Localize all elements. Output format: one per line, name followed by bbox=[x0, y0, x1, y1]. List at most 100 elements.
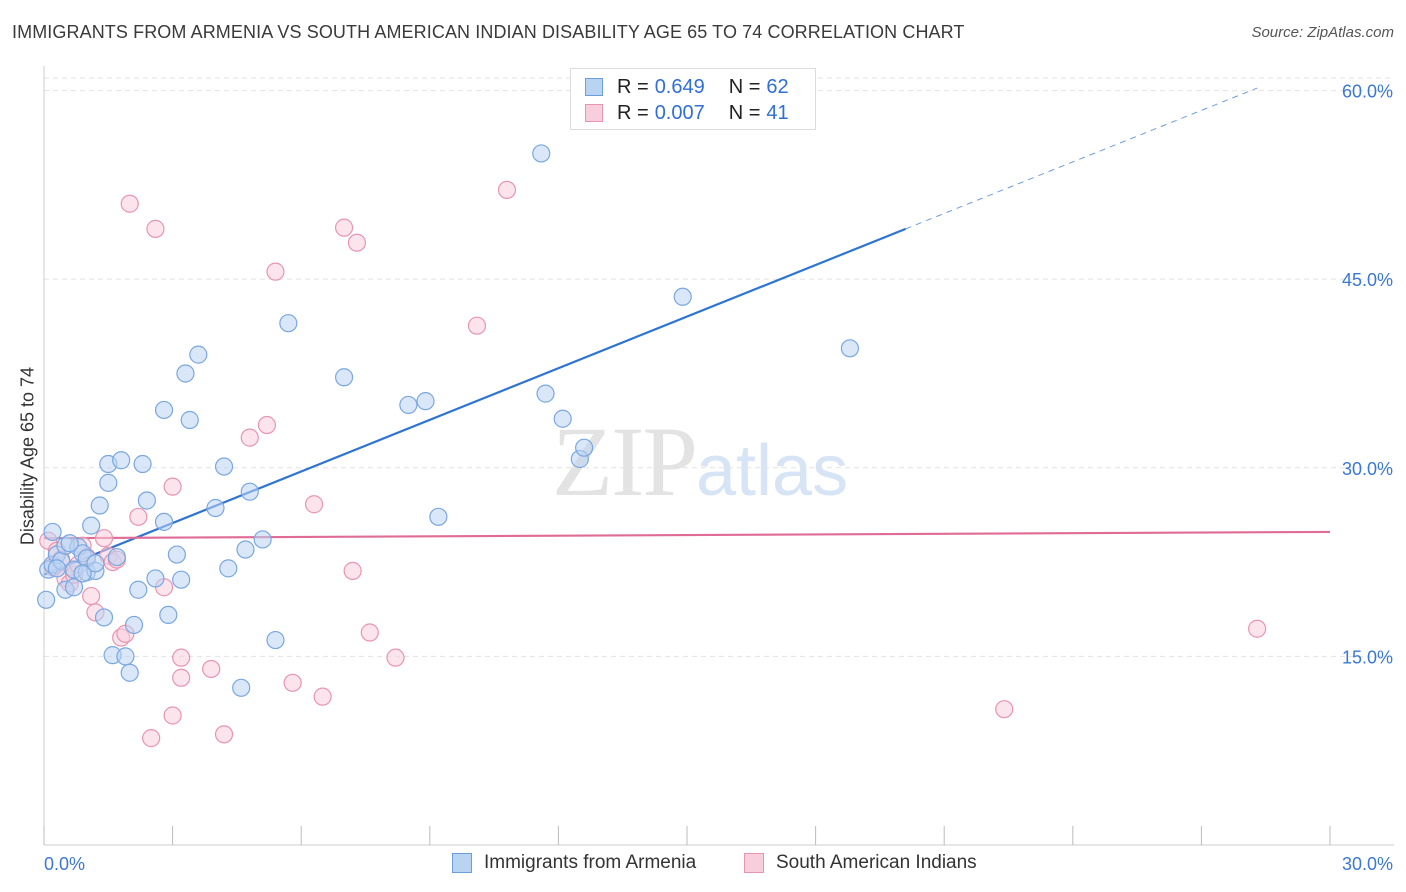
point-armenia bbox=[240, 482, 259, 501]
r-label: R = bbox=[617, 75, 649, 98]
point-armenia bbox=[73, 564, 92, 583]
point-south-american bbox=[347, 233, 367, 252]
point-south-american bbox=[214, 725, 234, 744]
point-armenia bbox=[120, 663, 139, 682]
point-armenia bbox=[43, 522, 62, 542]
point-south-american bbox=[343, 561, 362, 580]
point-south-american bbox=[142, 729, 161, 748]
point-armenia bbox=[532, 144, 551, 163]
point-south-american bbox=[1248, 619, 1267, 638]
y-tick-label: 15.0% bbox=[1342, 647, 1393, 667]
data-points bbox=[37, 144, 1267, 748]
point-south-american bbox=[163, 706, 182, 725]
legend-swatch-armenia bbox=[452, 853, 472, 873]
gridlines bbox=[44, 77, 1394, 657]
point-armenia bbox=[176, 364, 195, 383]
trend-line-armenia-extrapolated bbox=[905, 87, 1258, 230]
point-armenia bbox=[112, 451, 131, 470]
point-south-american bbox=[995, 700, 1014, 719]
point-armenia bbox=[673, 287, 692, 306]
point-south-american bbox=[172, 668, 191, 687]
point-armenia bbox=[47, 559, 66, 578]
point-armenia bbox=[189, 345, 208, 364]
y-tick-label: 30.0% bbox=[1342, 459, 1393, 479]
source-label: Source: ZipAtlas.com bbox=[1251, 24, 1394, 41]
point-south-american bbox=[257, 415, 277, 435]
point-south-american bbox=[313, 687, 332, 706]
n-value: 62 bbox=[766, 75, 789, 98]
stats-legend: R = 0.649 N = 62 R = 0.007 N = 41 bbox=[570, 68, 816, 130]
stats-row-armenia: R = 0.649 N = 62 bbox=[585, 75, 789, 99]
legend-swatch-south-american bbox=[744, 853, 764, 873]
south-american-swatch bbox=[585, 104, 603, 122]
point-armenia bbox=[553, 409, 572, 428]
point-south-american bbox=[172, 648, 191, 667]
point-south-american bbox=[334, 218, 354, 237]
point-south-american bbox=[266, 262, 285, 281]
point-armenia bbox=[90, 496, 109, 515]
point-south-american bbox=[304, 495, 324, 514]
point-armenia bbox=[214, 457, 234, 476]
point-south-american bbox=[129, 507, 148, 526]
point-armenia bbox=[236, 540, 255, 559]
point-armenia bbox=[232, 678, 251, 697]
point-armenia bbox=[840, 339, 859, 358]
tick-labels: 15.0% 30.0% 45.0% 60.0% 0.0% 30.0% bbox=[44, 82, 1393, 874]
point-armenia bbox=[172, 570, 191, 589]
watermark-atlas: atlas bbox=[696, 431, 849, 511]
r-value: 0.649 bbox=[654, 75, 705, 98]
point-south-american bbox=[240, 428, 259, 447]
point-armenia bbox=[536, 384, 555, 403]
point-armenia bbox=[575, 438, 594, 457]
armenia-swatch bbox=[585, 78, 603, 96]
point-armenia bbox=[82, 516, 101, 535]
point-armenia bbox=[137, 491, 156, 510]
point-armenia bbox=[94, 608, 114, 627]
y-tick-label: 60.0% bbox=[1342, 82, 1393, 102]
point-south-american bbox=[120, 194, 139, 213]
point-armenia bbox=[154, 400, 174, 420]
point-armenia bbox=[124, 615, 144, 635]
point-armenia bbox=[180, 410, 199, 430]
point-armenia bbox=[146, 569, 165, 588]
point-south-american bbox=[283, 673, 302, 692]
point-south-american bbox=[94, 529, 114, 548]
legend-item-armenia[interactable]: Immigrants from Armenia bbox=[452, 852, 696, 874]
point-armenia bbox=[37, 590, 56, 609]
point-armenia bbox=[219, 559, 238, 578]
point-armenia bbox=[399, 395, 418, 415]
point-south-american bbox=[146, 219, 165, 238]
trend-line-armenia bbox=[43, 227, 907, 576]
legend-item-south-american[interactable]: South American Indians bbox=[744, 852, 977, 874]
point-armenia bbox=[416, 392, 435, 411]
n-label: N = bbox=[728, 75, 761, 98]
r-label: R = bbox=[617, 101, 649, 124]
n-value: 41 bbox=[766, 101, 789, 124]
point-armenia bbox=[86, 554, 105, 573]
point-armenia bbox=[64, 578, 84, 597]
point-armenia bbox=[129, 580, 148, 599]
legend-label-south-american: South American Indians bbox=[776, 852, 977, 873]
y-axis-title: Disability Age 65 to 74 bbox=[17, 366, 38, 546]
point-armenia bbox=[159, 605, 178, 625]
r-value: 0.007 bbox=[654, 101, 705, 124]
point-armenia bbox=[206, 498, 225, 518]
point-armenia bbox=[99, 473, 118, 492]
point-south-american bbox=[386, 648, 405, 667]
x-tick-label: 0.0% bbox=[44, 854, 85, 874]
legend-label-armenia: Immigrants from Armenia bbox=[484, 852, 697, 873]
trend-lines bbox=[43, 87, 1331, 576]
point-south-american bbox=[202, 659, 221, 679]
n-label: N = bbox=[728, 101, 761, 124]
chart-title: IMMIGRANTS FROM ARMENIA VS SOUTH AMERICA… bbox=[12, 22, 965, 42]
point-south-american bbox=[82, 586, 101, 606]
point-armenia bbox=[334, 368, 354, 387]
trend-line-south-american bbox=[43, 530, 1331, 540]
axes bbox=[43, 66, 1394, 846]
point-armenia bbox=[279, 314, 298, 333]
point-armenia bbox=[154, 512, 174, 531]
point-south-american bbox=[467, 316, 487, 335]
point-south-american bbox=[163, 477, 182, 496]
x-tick-label: 30.0% bbox=[1342, 854, 1393, 874]
